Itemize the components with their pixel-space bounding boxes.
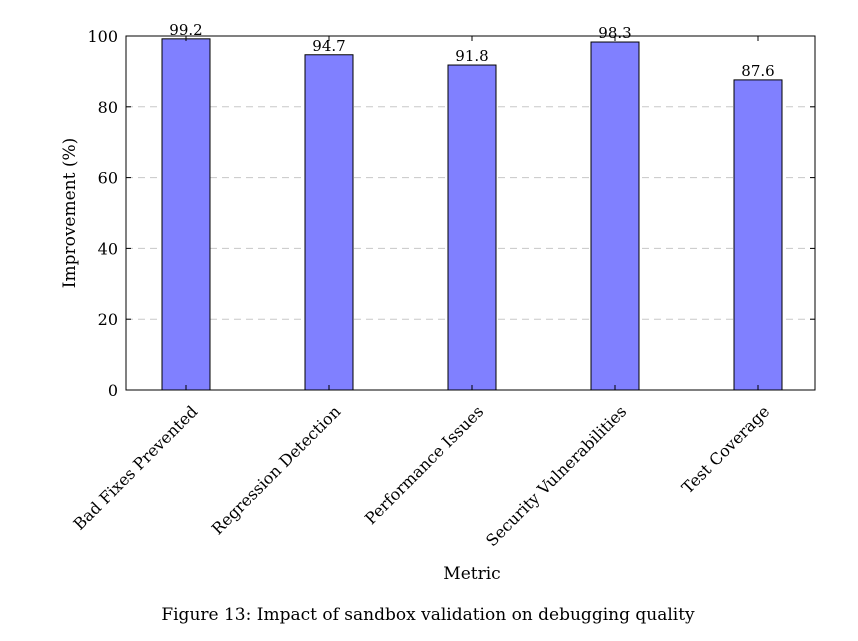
y-tick-label: 80 — [98, 98, 118, 117]
y-axis-title: Improvement (%) — [60, 138, 80, 289]
data-labels: 99.2 94.7 91.8 98.3 87.6 — [169, 21, 774, 80]
x-tick-label: Test Coverage — [678, 402, 773, 497]
bars — [161, 38, 783, 391]
y-tick-label: 100 — [87, 27, 118, 46]
bar — [733, 79, 783, 391]
y-tick-label: 20 — [98, 310, 118, 329]
x-tick-label: Performance Issues — [361, 402, 487, 528]
bar — [161, 38, 211, 391]
data-label: 98.3 — [598, 24, 631, 42]
figure-caption: Figure 13: Impact of sandbox validation … — [161, 605, 695, 625]
data-label: 99.2 — [169, 21, 202, 39]
data-label: 94.7 — [312, 37, 345, 55]
bar — [447, 64, 497, 391]
y-tick-label: 60 — [98, 169, 118, 188]
data-label: 87.6 — [741, 62, 774, 80]
y-axis: 0 20 40 60 80 100 — [87, 27, 815, 400]
bar — [304, 54, 354, 391]
x-tick-label: Regression Detection — [208, 402, 345, 539]
data-label: 91.8 — [455, 47, 488, 65]
x-tick-label: Bad Fixes Prevented — [69, 402, 201, 534]
grid-lines — [126, 106, 815, 320]
bar — [590, 41, 640, 391]
y-tick-label: 40 — [98, 239, 118, 258]
x-tick-label: Security Vulnerabilities — [482, 402, 630, 550]
plot-frame — [125, 35, 816, 391]
x-axis-title: Metric — [443, 564, 500, 584]
y-tick-label: 0 — [108, 381, 118, 400]
